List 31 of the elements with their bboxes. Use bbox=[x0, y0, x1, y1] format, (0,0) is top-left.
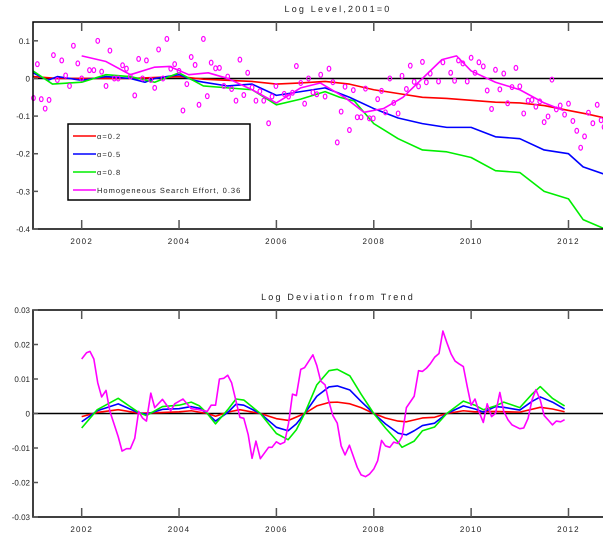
y-tick-label: 0.1 bbox=[18, 36, 31, 46]
y-tick-label: 0.01 bbox=[14, 375, 31, 384]
x-tick-label: 2006 bbox=[265, 525, 288, 533]
line-series bbox=[80, 330, 566, 478]
x-tick-label: 2004 bbox=[168, 525, 190, 533]
y-tick-label: -0.1 bbox=[16, 112, 31, 122]
line-series bbox=[80, 385, 566, 436]
x-tick-label: 2002 bbox=[70, 237, 93, 246]
y-tick-label: -0.03 bbox=[12, 513, 31, 522]
x-tick-label: 2012 bbox=[557, 525, 580, 533]
y-tick-label: 0 bbox=[26, 74, 31, 84]
chart-title: Log Level,2001=0 bbox=[284, 4, 392, 14]
y-tick-label: -0.02 bbox=[12, 478, 31, 488]
x-tick-label: 2010 bbox=[460, 237, 482, 246]
chart-title: Log Deviation from Trend bbox=[261, 292, 415, 302]
y-tick-label: -0.2 bbox=[16, 150, 31, 159]
x-tick-label: 2006 bbox=[265, 237, 288, 246]
y-tick-label: 0 bbox=[26, 410, 31, 418]
x-tick-label: 2002 bbox=[70, 525, 93, 533]
y-tick-label: -0.4 bbox=[16, 225, 31, 234]
line-series bbox=[80, 401, 566, 423]
x-tick-label: 2008 bbox=[362, 237, 386, 246]
x-tick-label: 2010 bbox=[460, 525, 482, 533]
line-series bbox=[80, 368, 566, 448]
y-tick-label: -0.01 bbox=[12, 444, 31, 453]
x-tick-label: 2008 bbox=[362, 525, 386, 533]
x-tick-label: 2004 bbox=[168, 237, 190, 246]
y-tick-label: 0.02 bbox=[14, 340, 31, 350]
x-tick-label: 2012 bbox=[557, 237, 580, 246]
y-tick-label: 0.03 bbox=[14, 306, 31, 315]
y-tick-label: -0.3 bbox=[16, 187, 31, 196]
